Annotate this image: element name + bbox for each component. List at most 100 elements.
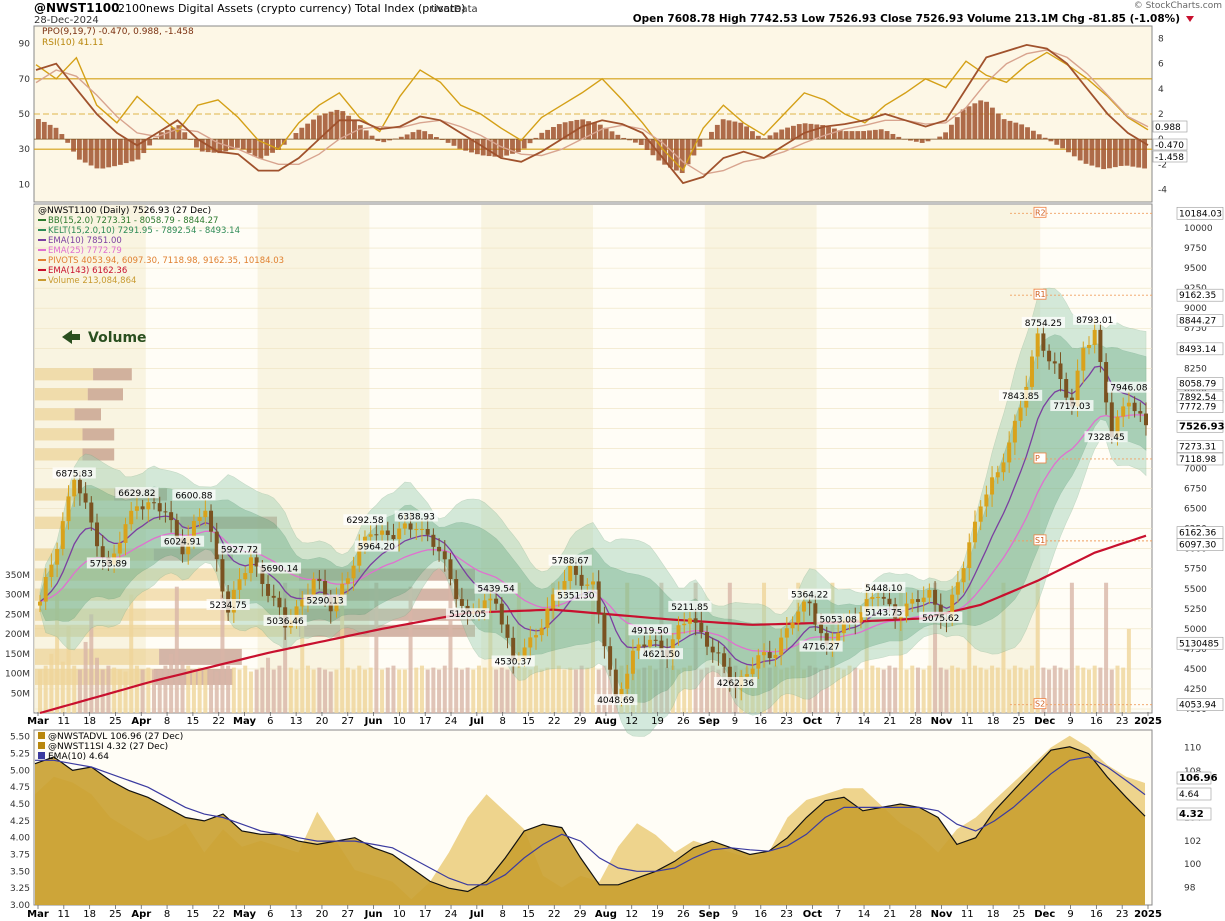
ppo-histogram-bar (352, 120, 357, 140)
volume-bar (505, 669, 510, 713)
volume-bar (516, 582, 521, 713)
volume-tick-label: 350M (5, 571, 30, 581)
volume-bar (152, 669, 157, 713)
ppo-histogram-bar (632, 139, 638, 143)
volume-bar (1064, 669, 1069, 713)
ppo-histogram-bar (234, 139, 240, 148)
x-tick-label: 29 (574, 909, 587, 920)
x-tick-label: Jul (469, 716, 484, 727)
price-annotation: 6875.83 (56, 469, 93, 479)
rsi-tick-label: 30 (19, 145, 31, 155)
ppo-histogram-bar (112, 139, 117, 167)
candle-body (1018, 407, 1023, 421)
price-value-label: 7892.54 (1179, 393, 1216, 403)
candle-body (591, 581, 595, 585)
volume-bar (568, 667, 573, 713)
price-annotation-box (445, 608, 490, 620)
ppo-histogram-bar (398, 136, 404, 140)
price-annotation: 6024.91 (164, 538, 201, 548)
candle-body (157, 503, 162, 512)
ppo-histogram-bar (94, 139, 100, 169)
ppo-histogram-bar (498, 139, 504, 158)
ppo-histogram-bar (328, 111, 334, 140)
candle-body (1132, 402, 1137, 412)
volume-bar (801, 669, 806, 713)
volume-bar (608, 667, 613, 713)
x-tick-label: 14 (858, 909, 871, 920)
pivot-label-box (1033, 288, 1047, 300)
price-annotation: 8754.25 (1025, 319, 1062, 329)
volume-tick-label: 250M (5, 610, 30, 620)
candle-body (767, 652, 772, 659)
breadth-panel: 5.50 5.25 5.00 4.75 4.50 4.25 4.00 3.75 3.50 3.25… (10, 732, 1218, 911)
price-value-label: 7526.93 (1179, 421, 1225, 432)
volume-bar (978, 667, 983, 713)
volume-bar (522, 667, 527, 713)
candle-body (1041, 333, 1046, 351)
candle-body (129, 510, 134, 525)
breadth-left-tick: 4.00 (10, 834, 30, 844)
candle-body (1007, 442, 1012, 463)
ppo-histogram-bar (240, 139, 246, 150)
candle-body (1092, 329, 1097, 345)
ppo-histogram-bar (750, 131, 755, 140)
volume-bar (545, 667, 550, 713)
price-annotation: 5364.22 (791, 591, 828, 601)
candle-body (881, 596, 886, 599)
volume-bar (955, 667, 960, 713)
candle-body (824, 633, 829, 645)
candle-body (1086, 344, 1091, 348)
price-tick-label: 8750 (1184, 324, 1207, 334)
price-annotation-box (816, 613, 860, 625)
ppo-histogram-bar (1095, 139, 1101, 168)
breadth-left-tick: 4.25 (10, 817, 30, 827)
x-tick-label: 2025 (1134, 716, 1162, 727)
candle-body (727, 666, 732, 684)
volume-bar (961, 669, 966, 713)
candle-body (933, 589, 938, 605)
volume-bar (665, 667, 670, 713)
price-value-box (1176, 452, 1224, 466)
volume-by-price-up (35, 648, 160, 665)
price-legend-entry: EMA(10) 7851.00 (48, 236, 122, 246)
ppo-histogram-bar (76, 139, 82, 160)
x-tick-label: 9 (1067, 909, 1073, 920)
breadth-left-tick: 3.00 (10, 901, 30, 911)
candle-body (744, 674, 749, 677)
x-tick-label: 8 (164, 909, 170, 920)
volume-bar (841, 669, 846, 713)
ppo-histogram-bar (738, 122, 744, 140)
price-value-label: 9162.35 (1179, 291, 1216, 301)
ppo-histogram-bar (492, 139, 498, 157)
ppo-histogram-bar (469, 139, 474, 153)
ppo-histogram-bar (176, 125, 182, 140)
price-annotation-box (713, 676, 758, 688)
candle-body (77, 479, 82, 494)
candle-body (459, 599, 464, 606)
candle-body (796, 611, 801, 623)
volume-bar (790, 665, 795, 713)
ppo-histogram-bar (422, 131, 428, 140)
x-tick-label: 11 (961, 716, 974, 727)
ppo-histogram-bar (989, 107, 995, 140)
volume-bar (836, 667, 841, 713)
candle-body (630, 650, 635, 674)
candle-body (1081, 347, 1086, 371)
candle-body (220, 559, 225, 592)
volume-bar (494, 669, 499, 713)
volume-bar (921, 669, 926, 713)
userdata-label: UserData (431, 4, 478, 15)
volume-bar (705, 667, 710, 713)
ppo-histogram-bar (316, 115, 322, 140)
x-tick-label: 9 (732, 716, 738, 727)
volume-bar (967, 582, 972, 713)
volume-by-price-down (82, 428, 115, 441)
ppo-histogram-bar (697, 139, 703, 147)
candle-body (836, 633, 841, 642)
price-annotation-box (1073, 313, 1117, 325)
price-legend-entry: Volume 213,084,864 (48, 276, 136, 286)
candle-body (391, 535, 396, 540)
volume-bar (630, 667, 635, 713)
volume-bar (824, 665, 829, 713)
